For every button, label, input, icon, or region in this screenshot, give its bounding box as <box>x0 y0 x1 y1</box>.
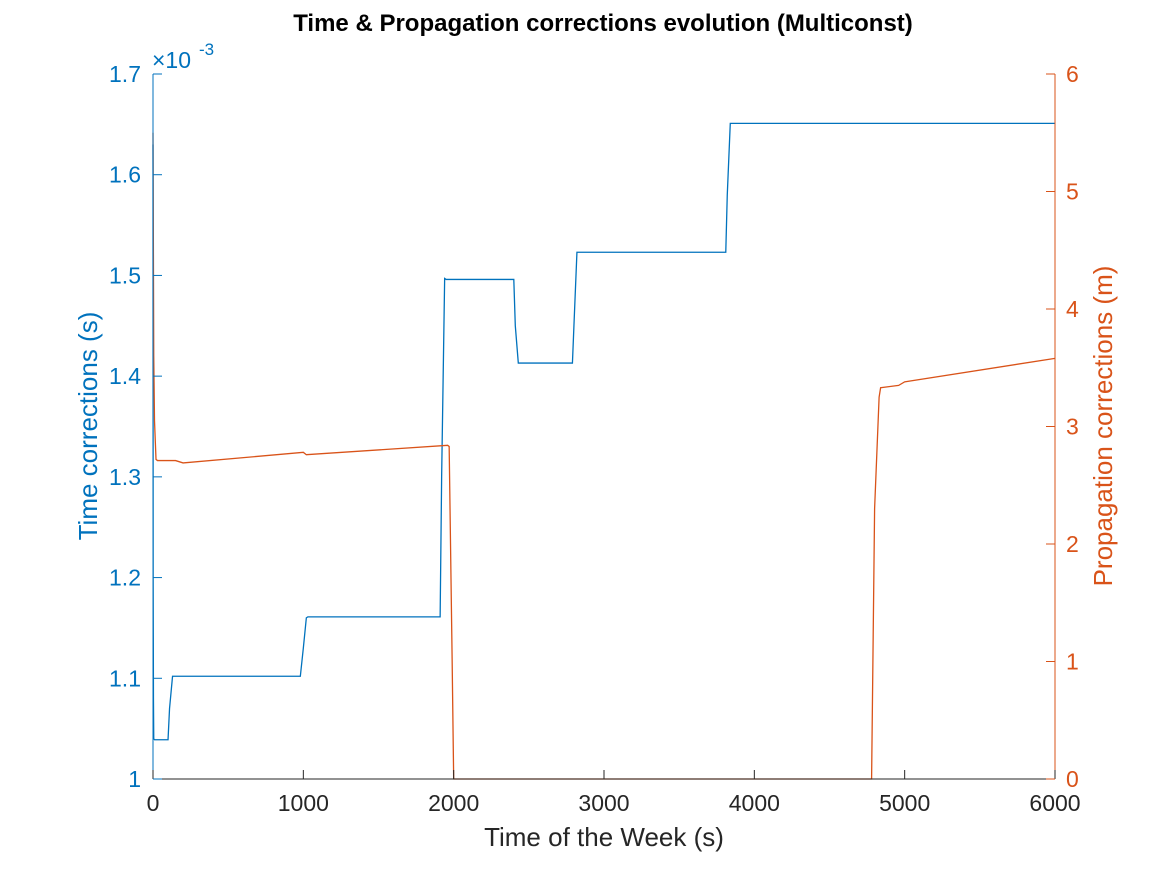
x-tick-label: 1000 <box>278 790 329 816</box>
x-tick-label: 6000 <box>1029 790 1080 816</box>
y-right-tick-label: 4 <box>1066 296 1079 322</box>
x-tick-label: 3000 <box>578 790 629 816</box>
y-axis-label-left: Time corrections (s) <box>73 312 103 541</box>
y-left-tick-label: 1.3 <box>109 464 141 490</box>
y-exponent-power: -3 <box>199 40 214 59</box>
y-left-tick-label: 1.7 <box>109 61 141 87</box>
x-tick-label: 5000 <box>879 790 930 816</box>
y-exponent-multiplier: ×10 <box>152 47 191 73</box>
series-line-time-corrections <box>152 122 1055 741</box>
y-right-tick-label: 0 <box>1066 766 1079 792</box>
y-left-tick-label: 1.1 <box>109 665 141 691</box>
y-left-tick-label: 1.5 <box>109 262 141 288</box>
x-tick-label: 4000 <box>729 790 780 816</box>
plot-lines <box>152 122 1056 780</box>
y-right-tick-label: 3 <box>1066 414 1079 440</box>
y-left-tick-label: 1.6 <box>109 162 141 188</box>
y-left-tick-label: 1 <box>128 766 141 792</box>
y-right-tick-label: 2 <box>1066 531 1079 557</box>
x-tick-label: 2000 <box>428 790 479 816</box>
y-right-tick-label: 1 <box>1066 649 1079 675</box>
x-tick-label: 0 <box>147 790 160 816</box>
y-right-tick-label: 6 <box>1066 61 1079 87</box>
chart-title: Time & Propagation corrections evolution… <box>293 10 913 37</box>
y-right-tick-label: 5 <box>1066 179 1079 205</box>
y-left-tick-label: 1.2 <box>109 565 141 591</box>
y-left-tick-label: 1.4 <box>109 363 141 389</box>
series-line-propagation-corrections <box>152 132 1056 780</box>
ticks: 0 1000 2000 3000 4000 5000 6000 1 1.1 1.2 1.3 1.4 1.… <box>109 61 1081 816</box>
y-axis-label-right: Propagation corrections (m) <box>1088 266 1118 587</box>
y-axis-exponent: ×10 -3 <box>152 40 214 73</box>
x-axis-label: Time of the Week (s) <box>484 822 724 852</box>
